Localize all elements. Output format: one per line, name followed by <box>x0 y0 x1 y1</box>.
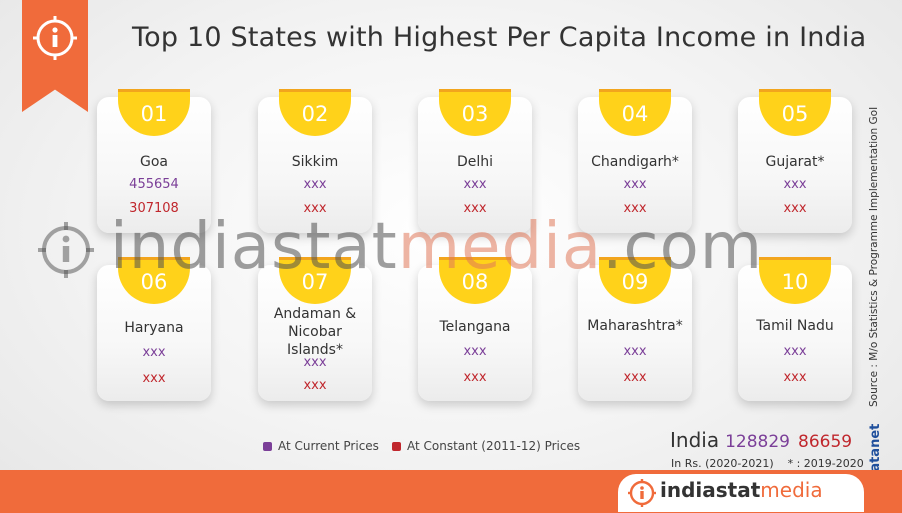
state-card: 04 Chandigarh* xxx xxx <box>578 89 692 233</box>
watermark-info-icon <box>38 222 94 278</box>
current-price-value: xxx <box>142 345 166 360</box>
rank-badge: 07 <box>279 257 351 304</box>
state-name: Delhi <box>456 154 494 170</box>
india-constant-value: 86659 <box>798 432 853 452</box>
legend-swatch-current <box>263 442 272 451</box>
page-title: Top 10 States with Highest Per Capita In… <box>132 22 867 53</box>
current-price-value: xxx <box>783 177 807 192</box>
rank-badge: 02 <box>279 89 351 136</box>
state-name: Sikkim <box>291 154 339 170</box>
current-price-value: xxx <box>463 177 487 192</box>
current-price-value: xxx <box>623 177 647 192</box>
legend-constant-label: At Constant (2011-12) Prices <box>407 439 581 453</box>
state-name: Maharashtra* <box>587 318 683 334</box>
state-card: 05 Gujarat* xxx xxx <box>738 89 852 233</box>
brand-main: indiastat <box>660 478 761 502</box>
rank-badge: 09 <box>599 257 671 304</box>
constant-price-value: xxx <box>783 201 807 216</box>
state-name: Goa <box>140 154 168 170</box>
state-card: 02 Sikkim xxx xxx <box>258 89 372 233</box>
current-price-value: xxx <box>783 344 807 359</box>
constant-price-value: 307108 <box>129 201 179 216</box>
state-card: 07 Andaman & Nicobar Islands* xxx xxx <box>258 257 372 401</box>
info-ribbon <box>22 0 88 112</box>
footer-brand-tab <box>618 474 864 512</box>
india-label: India <box>670 428 720 452</box>
brand-accent: media <box>760 478 823 502</box>
unit-note: In Rs. (2020-2021) * : 2019-2020 <box>671 457 864 470</box>
state-card: 10 Tamil Nadu xxx xxx <box>738 257 852 401</box>
state-name: Haryana <box>124 320 184 336</box>
constant-price-value: xxx <box>303 201 327 216</box>
rank-badge: 08 <box>439 257 511 304</box>
state-card: 01 Goa 455654 307108 <box>97 89 211 233</box>
state-card: 09 Maharashtra* xxx xxx <box>578 257 692 401</box>
state-card: 06 Haryana xxx xxx <box>97 257 211 401</box>
rank-badge: 03 <box>439 89 511 136</box>
state-name: Telangana <box>439 319 511 335</box>
rank-badge: 05 <box>759 89 831 136</box>
rank-badge: 01 <box>118 89 190 136</box>
current-price-value: xxx <box>303 177 327 192</box>
state-name: Gujarat* <box>765 154 825 170</box>
source-note: Source : M/o Statistics & Programme Impl… <box>868 106 880 407</box>
legend-swatch-constant <box>392 442 401 451</box>
rank-badge: 10 <box>759 257 831 304</box>
india-summary: India 128829 86659 <box>670 428 852 452</box>
constant-price-value: xxx <box>142 371 166 386</box>
state-card: 08 Telangana xxx xxx <box>418 257 532 401</box>
legend-current: At Current Prices <box>263 439 379 453</box>
state-card: 03 Delhi xxx xxx <box>418 89 532 233</box>
state-name: Tamil Nadu <box>756 318 834 334</box>
current-price-value: 455654 <box>129 177 179 192</box>
current-price-value: xxx <box>623 344 647 359</box>
constant-price-value: xxx <box>463 201 487 216</box>
brand-logo-text: indiastatmedia <box>660 478 823 502</box>
constant-price-value: xxx <box>623 370 647 385</box>
rank-badge: 06 <box>118 257 190 304</box>
legend-current-label: At Current Prices <box>278 439 379 453</box>
constant-price-value: xxx <box>783 370 807 385</box>
constant-price-value: xxx <box>303 378 327 393</box>
info-icon <box>33 16 77 60</box>
india-current-value: 128829 <box>725 432 790 452</box>
current-price-value: xxx <box>463 344 487 359</box>
constant-price-value: xxx <box>463 370 487 385</box>
state-name: Andaman & Nicobar Islands* <box>273 306 357 358</box>
legend-constant: At Constant (2011-12) Prices <box>392 439 580 453</box>
current-price-value: xxx <box>303 355 327 370</box>
state-name: Chandigarh* <box>591 154 679 170</box>
brand-info-icon <box>628 479 656 507</box>
constant-price-value: xxx <box>623 201 647 216</box>
rank-badge: 04 <box>599 89 671 136</box>
